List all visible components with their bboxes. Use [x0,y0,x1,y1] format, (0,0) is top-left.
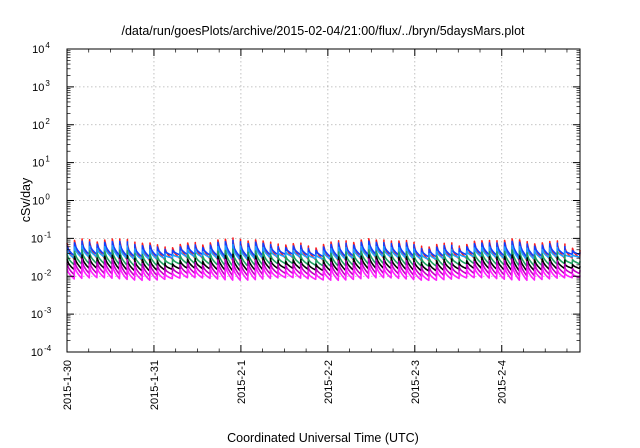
series-layer [66,237,581,282]
series-line [66,257,581,277]
chart-title: /data/run/goesPlots/archive/2015-02-04/2… [121,24,525,38]
y-tick-label: 10-4 [31,344,52,359]
series-line [66,239,581,258]
x-tick-label: 2015-2-1 [236,360,248,404]
grid-lines [67,49,580,352]
x-tick-label: 2015-2-3 [410,360,422,404]
x-tick-label: 2015-1-30 [62,360,74,410]
x-tick-label: 2015-1-31 [149,360,161,410]
y-tick-label: 103 [32,79,50,94]
y-tick-label: 104 [32,41,50,56]
y-tick-label: 102 [32,117,50,132]
x-tick-label: 2015-2-2 [323,360,335,404]
x-axis-label: Coordinated Universal Time (UTC) [227,431,419,445]
x-tick-labels: 2015-1-30 2015-1-31 2015-2-1 2015-2-2 2015-2… [62,360,509,410]
series-line [66,262,581,282]
y-tick-label: 100 [32,193,50,208]
series-line [66,243,581,261]
series-line [66,253,581,272]
x-tick-label: 2015-2-4 [497,360,509,404]
y-tick-label: 10-1 [31,230,52,245]
series-line [66,248,581,267]
y-tick-label: 10-3 [31,306,52,321]
y-axis-label: cSv/day [19,177,33,222]
tick-marks [66,48,580,353]
y-tick-labels: 10-4 10-3 10-2 10-1 100 101 102 103 104 [31,41,52,359]
y-tick-label: 101 [32,155,50,170]
y-tick-label: 10-2 [31,268,52,283]
